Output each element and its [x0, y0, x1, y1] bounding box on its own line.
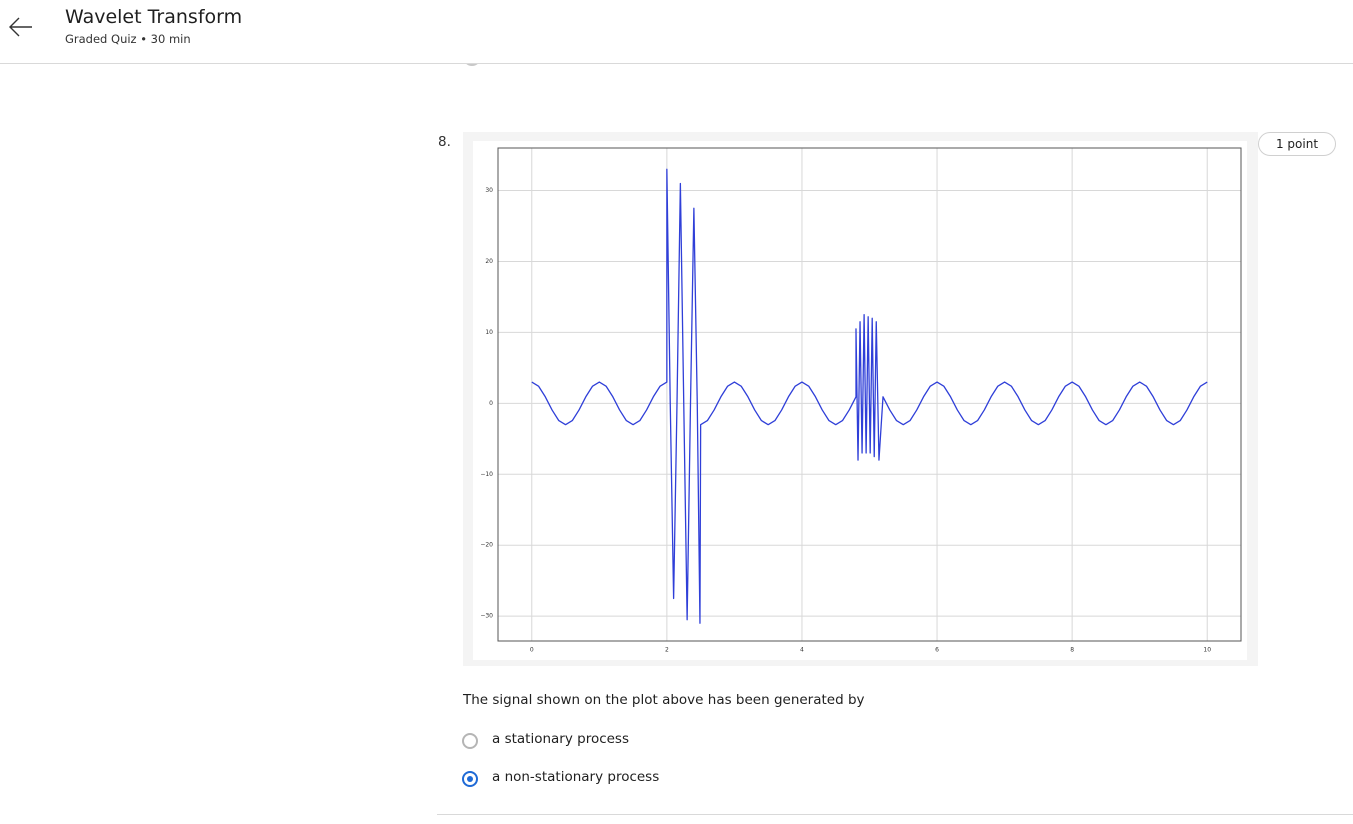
x-tick-label: 2: [665, 647, 669, 654]
back-button[interactable]: [8, 16, 34, 38]
y-tick-label: 10: [485, 329, 493, 336]
plot-frame: [497, 147, 1242, 642]
x-tick-label: 0: [530, 647, 534, 654]
question-prompt: The signal shown on the plot above has b…: [463, 692, 865, 708]
chart-image: 0 2 4 6 8 10 −30 −20 −10 0 10 20 30: [463, 132, 1258, 666]
x-tick-label: 8: [1070, 647, 1074, 654]
separator: [437, 814, 1353, 815]
image-bg: [473, 141, 1247, 660]
x-tick-label: 10: [1203, 647, 1211, 654]
radio[interactable]: [462, 771, 478, 787]
title: Wavelet Transform: [65, 6, 243, 28]
header: Wavelet Transform Graded Quiz • 30 min: [0, 0, 1353, 64]
y-tick-label: 20: [485, 258, 493, 265]
radio[interactable]: [462, 733, 478, 749]
option-label[interactable]: a non-stationary process: [492, 769, 660, 785]
option-label[interactable]: a stationary process: [492, 731, 630, 747]
y-tick-label: −20: [480, 542, 493, 549]
x-tick-label: 4: [800, 647, 804, 654]
signal-line: [531, 168, 1208, 624]
y-tick-label: −30: [480, 613, 493, 620]
y-tick-label: −10: [480, 471, 493, 478]
question-number: 8.: [438, 134, 451, 150]
subtitle: Graded Quiz • 30 min: [65, 32, 191, 46]
points-badge: 1 point: [1258, 132, 1336, 156]
y-tick-label: 30: [485, 187, 493, 194]
y-tick-label: 0: [489, 400, 493, 407]
x-tick-label: 6: [935, 647, 939, 654]
